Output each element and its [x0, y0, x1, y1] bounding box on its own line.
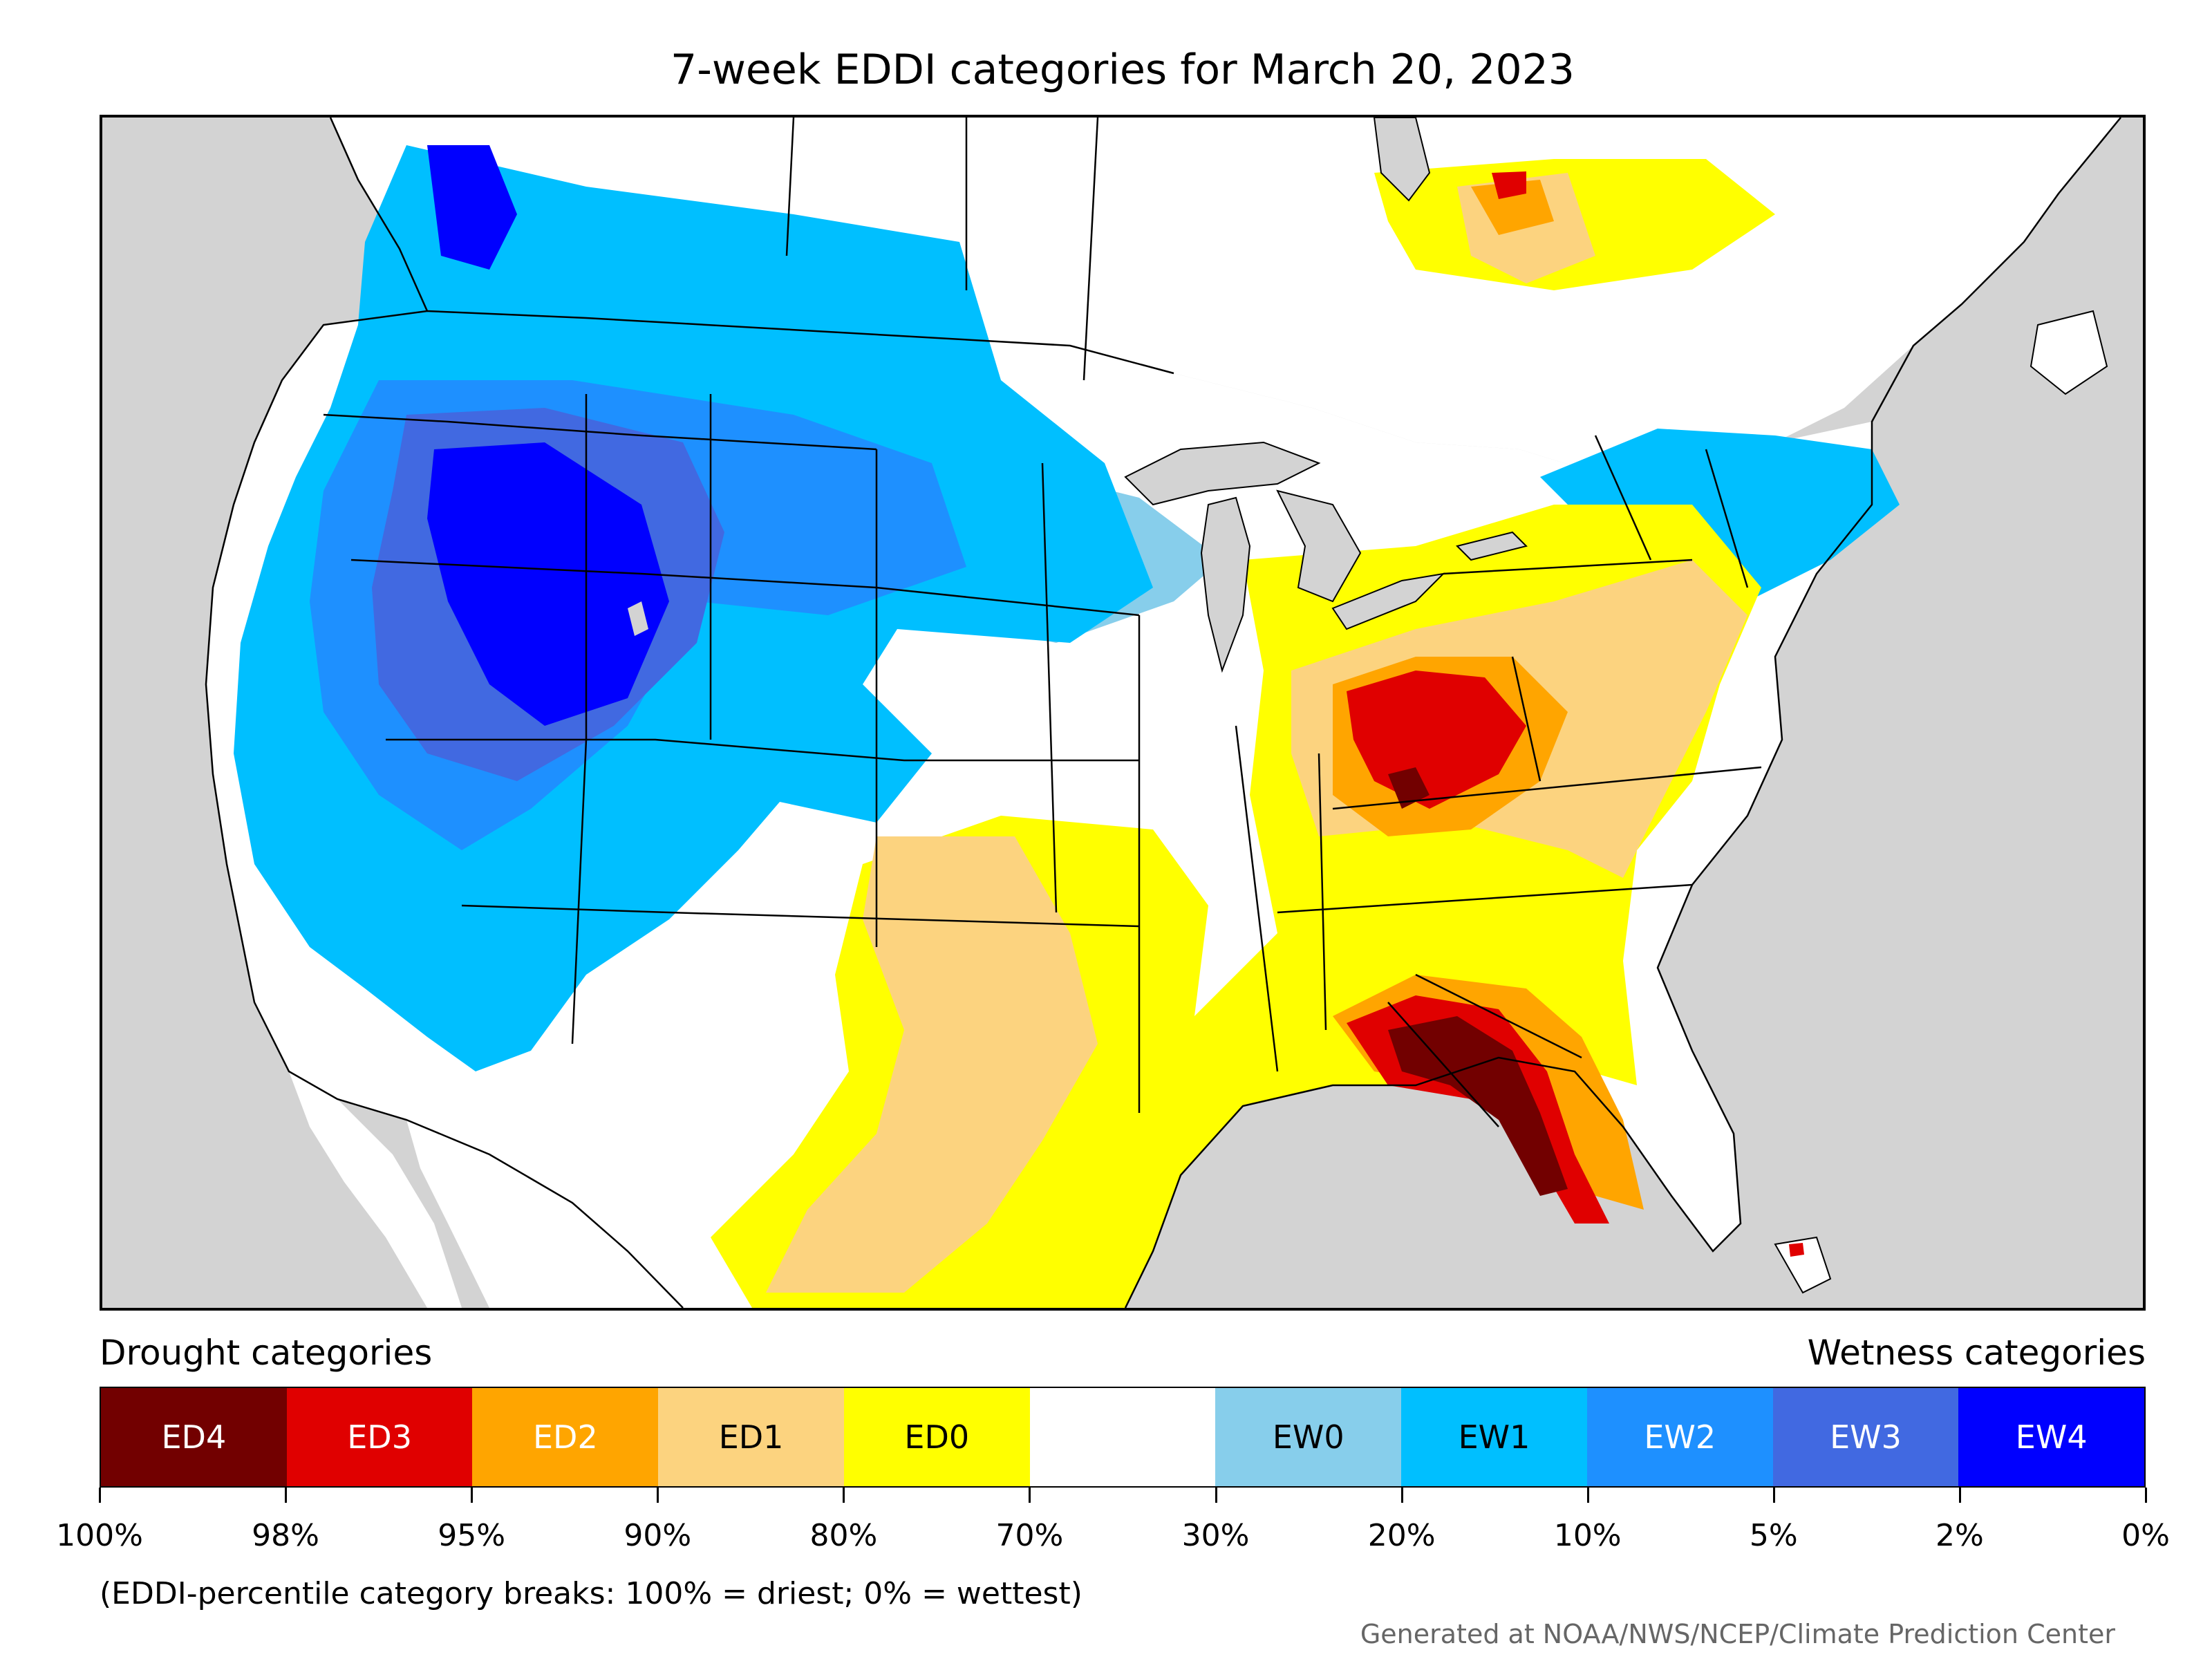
colorbar-tick-label: 30%	[1181, 1518, 1250, 1553]
colorbar-tick	[1215, 1488, 1217, 1503]
coastline	[205, 118, 684, 1308]
colorbar-segment-ed1: ED1	[658, 1388, 844, 1486]
colorbar-segment-ed4: ED4	[101, 1388, 287, 1486]
colorbar-tick	[1400, 1488, 1403, 1503]
colorbar-tick-label: 98%	[252, 1518, 319, 1553]
state-borders	[323, 118, 1762, 1127]
colorbar-segment-ew3: EW3	[1772, 1388, 1959, 1486]
ew4-region	[427, 442, 669, 726]
colorbar-tick	[1958, 1488, 1961, 1503]
colorbar-segment-ed3: ED3	[286, 1388, 473, 1486]
colorbar-tick-label: 2%	[1936, 1518, 1984, 1553]
colorbar-tick-label: 90%	[624, 1518, 692, 1553]
ed2-region-north	[1471, 180, 1554, 235]
colorbar-tick	[99, 1488, 101, 1503]
colorbar-tick-label: 100%	[56, 1518, 143, 1553]
colorbar-segment-ed2: ED2	[472, 1388, 659, 1486]
newfoundland	[2030, 310, 2108, 395]
category-colorbar: ED4 ED3 ED2 ED1 ED0 EW0 EW1 EW2 EW3 EW4	[100, 1387, 2146, 1488]
colorbar-tick-label: 10%	[1553, 1518, 1622, 1553]
lake-huron	[1276, 489, 1362, 603]
colorbar-tick	[1029, 1488, 1031, 1503]
east-coastline	[1124, 118, 2121, 1308]
map-frame	[100, 115, 2146, 1311]
lake-ontario	[1456, 531, 1528, 561]
colorbar-tick	[843, 1488, 845, 1503]
ed4-region-southeast	[1388, 1016, 1568, 1196]
colorbar-tick	[657, 1488, 659, 1503]
wetness-categories-heading: Wetness categories	[1807, 1333, 2146, 1373]
percentile-note: (EDDI-percentile category breaks: 100% =…	[100, 1576, 1082, 1611]
lake-erie	[1331, 572, 1445, 630]
source-credit: Generated at NOAA/NWS/NCEP/Climate Predi…	[1360, 1619, 2115, 1649]
colorbar-tick-label: 80%	[809, 1518, 878, 1553]
colorbar-tick	[1772, 1488, 1775, 1503]
great-salt-lake	[628, 601, 648, 636]
ew1-region-northeast	[1540, 429, 1900, 601]
colorbar-tick	[2145, 1488, 2147, 1503]
ed3-region-north	[1492, 171, 1526, 199]
cuba	[1774, 1236, 1832, 1294]
colorbar-segment-ew0: EW0	[1215, 1388, 1402, 1486]
drought-categories-heading: Drought categories	[100, 1333, 433, 1373]
colorbar-tick-label: 5%	[1749, 1518, 1798, 1553]
ew4-region-north	[427, 145, 517, 270]
colorbar-segment-normal	[1029, 1388, 1216, 1486]
colorbar-tick	[1586, 1488, 1589, 1503]
colorbar-tick-label: 95%	[438, 1518, 506, 1553]
colorbar-segment-ew1: EW1	[1401, 1388, 1587, 1486]
colorbar-segment-ed0: ED0	[843, 1388, 1030, 1486]
colorbar-tick	[471, 1488, 474, 1503]
mexico-land	[406, 1120, 683, 1308]
colorbar-tick-label: 70%	[995, 1518, 1064, 1553]
hudson-bay-inlet	[1373, 118, 1431, 202]
lake-superior	[1124, 441, 1321, 506]
map-title: 7-week EDDI categories for March 20, 202…	[671, 46, 1575, 94]
ed4-region-ohio	[1388, 767, 1430, 809]
lake-michigan	[1200, 496, 1251, 673]
colorbar-tick-label: 20%	[1367, 1518, 1436, 1553]
eddi-map	[205, 118, 2121, 1308]
colorbar-tick	[285, 1488, 288, 1503]
colorbar-tick-label: 0%	[2121, 1518, 2170, 1553]
colorbar-segment-ew4: EW4	[1958, 1388, 2145, 1486]
baja-land	[289, 1071, 462, 1308]
ed1-region-southwest	[766, 836, 1098, 1293]
bahamas-red	[1789, 1243, 1804, 1257]
colorbar-segment-ew2: EW2	[1586, 1388, 1773, 1486]
